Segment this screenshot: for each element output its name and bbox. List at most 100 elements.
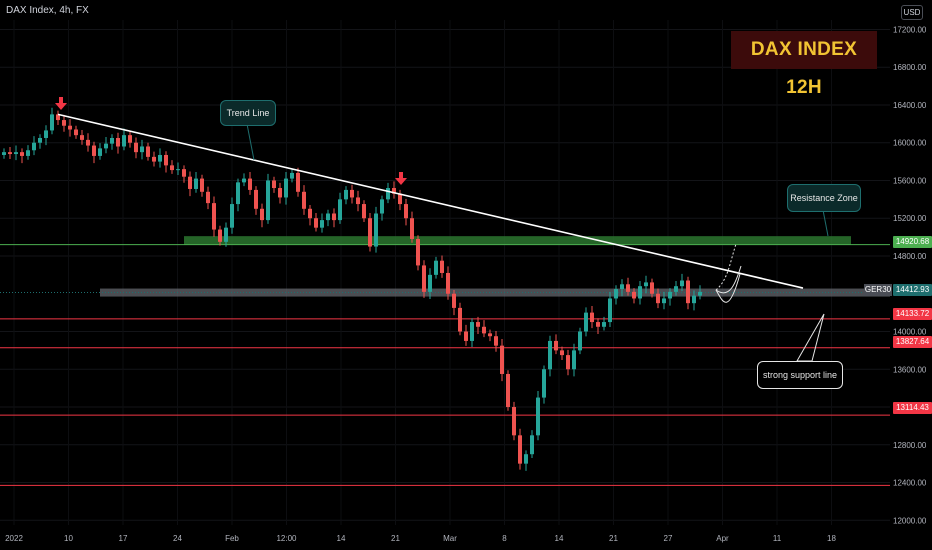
candle-body — [86, 139, 90, 146]
x-tick-label: Feb — [225, 534, 239, 543]
candle-body — [578, 331, 582, 351]
candle — [368, 213, 372, 252]
candle-body — [482, 326, 486, 334]
candle — [638, 280, 642, 305]
candle-body — [326, 213, 330, 221]
candle-body — [44, 130, 48, 138]
candle — [230, 197, 234, 234]
candle-body — [464, 331, 468, 341]
candle-body — [56, 114, 60, 121]
candle — [524, 450, 528, 471]
candle — [302, 185, 306, 215]
candle — [158, 148, 162, 168]
candle-body — [236, 182, 240, 205]
y-tick-label: 16400.00 — [893, 101, 927, 110]
down-arrow-marker-2 — [395, 172, 407, 185]
candle-body — [596, 322, 600, 327]
candle-body — [494, 336, 498, 346]
candle-body — [80, 135, 84, 140]
candle-body — [692, 295, 696, 304]
candle — [74, 125, 78, 139]
candle-body — [116, 137, 120, 147]
candle — [578, 327, 582, 355]
candle — [440, 255, 444, 278]
candle — [260, 203, 264, 228]
candle — [596, 318, 600, 334]
candle-body — [134, 142, 138, 153]
x-tick-label: Apr — [716, 534, 729, 543]
symbol-title[interactable]: DAX Index, 4h, FX — [6, 5, 89, 16]
projection-path-2 — [715, 265, 742, 294]
candle — [356, 190, 360, 212]
candle — [290, 169, 294, 183]
x-axis: 2022 10 17 24 Feb 12:00 14 21 Mar 8 14 21 27 Apr 11 18 — [5, 534, 836, 543]
candle-body — [2, 152, 6, 155]
x-tick-label: 21 — [391, 534, 400, 543]
candle-body — [656, 293, 660, 304]
y-tick-label: 14800.00 — [893, 252, 927, 261]
candle-body — [8, 152, 12, 155]
candle-body — [506, 373, 510, 408]
candle-body — [488, 333, 492, 337]
candle — [404, 198, 408, 226]
candle-body — [218, 229, 222, 242]
candle-body — [554, 340, 558, 351]
candle-body — [302, 191, 306, 209]
candle-body — [368, 218, 372, 247]
candle-body — [26, 150, 30, 156]
candle — [152, 151, 156, 167]
candle-body — [410, 218, 414, 239]
candle-body — [98, 148, 102, 156]
candle — [224, 222, 228, 247]
price-label-support-1: 14133.72 — [893, 308, 932, 320]
candle — [206, 186, 210, 210]
candle-body — [230, 204, 234, 228]
candle — [500, 339, 504, 382]
candle — [566, 349, 570, 376]
candle-body — [452, 293, 456, 308]
candle — [338, 192, 342, 224]
candle-body — [632, 291, 636, 299]
candle — [494, 331, 498, 352]
candle — [140, 139, 144, 160]
candle-body — [470, 322, 474, 341]
candle-body — [680, 280, 684, 287]
currency-button[interactable]: USD — [901, 5, 923, 20]
candle — [608, 291, 612, 327]
candle — [458, 302, 462, 336]
candle-body — [524, 454, 528, 464]
candle-body — [620, 284, 624, 290]
price-label-support-2: 13827.64 — [893, 336, 932, 348]
candle — [20, 148, 24, 164]
candle — [656, 288, 660, 309]
y-tick-label: 14000.00 — [893, 327, 927, 336]
candle-body — [350, 189, 354, 198]
candle — [392, 181, 396, 199]
x-tick-label: 8 — [502, 534, 507, 543]
y-tick-label: 12400.00 — [893, 479, 927, 488]
candle-body — [626, 284, 630, 292]
candle-body — [278, 188, 282, 198]
candle — [464, 324, 468, 346]
candle — [422, 260, 426, 298]
y-tick-label: 12000.00 — [893, 516, 927, 525]
candle — [512, 401, 516, 441]
candle-body — [254, 189, 258, 209]
candle — [272, 176, 276, 193]
candle-body — [152, 156, 156, 162]
candle — [602, 316, 606, 331]
candle — [572, 343, 576, 377]
candle — [374, 206, 378, 253]
x-tick-label: Mar — [443, 534, 457, 543]
candle — [128, 131, 132, 148]
candle-body — [50, 114, 54, 131]
candle-body — [320, 220, 324, 228]
candle-body — [158, 154, 162, 162]
y-tick-label: 12800.00 — [893, 441, 927, 450]
candle — [2, 148, 6, 159]
candle-body — [668, 291, 672, 299]
x-tick-label: 14 — [337, 534, 346, 543]
resistance-zone — [184, 236, 851, 245]
x-tick-label: 21 — [609, 534, 618, 543]
